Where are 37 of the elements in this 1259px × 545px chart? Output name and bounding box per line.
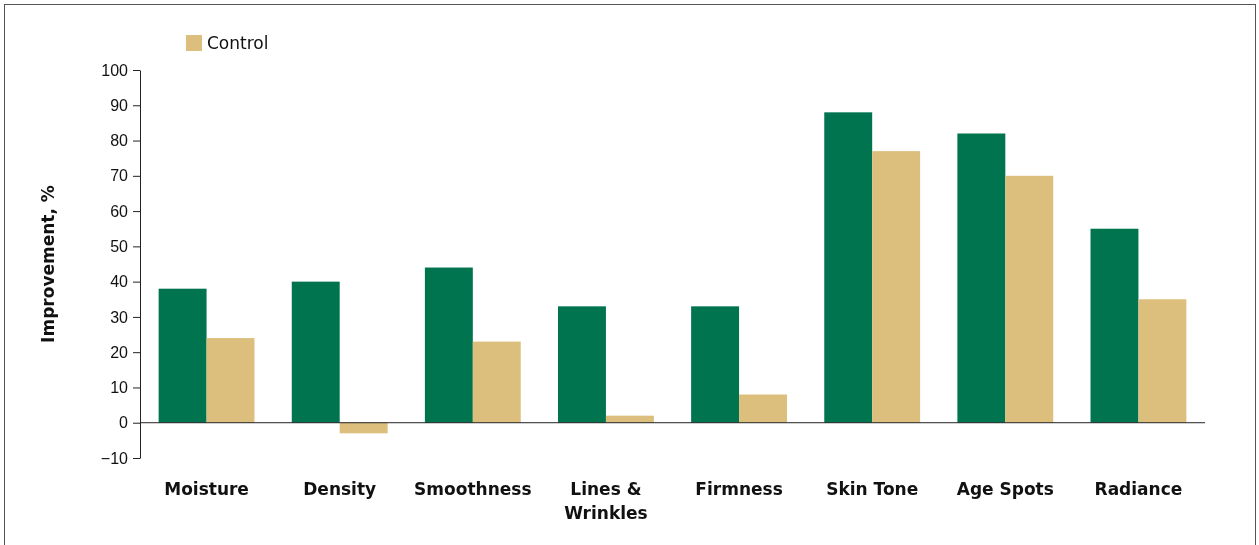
y-tick-label: 100 — [101, 61, 129, 79]
y-axis-title: Improvement, % — [38, 185, 58, 343]
bar — [472, 341, 521, 423]
bar — [691, 306, 740, 423]
bar — [339, 422, 388, 434]
y-tick-label: 0 — [119, 414, 129, 432]
bar — [1090, 228, 1139, 423]
bar — [291, 281, 340, 423]
x-tick-label: Moisture — [164, 479, 249, 499]
x-tick-label: Skin Tone — [826, 479, 919, 499]
y-tick-label: 90 — [110, 96, 129, 114]
bar — [739, 394, 787, 423]
x-tick-label: Age Spots — [956, 479, 1054, 499]
bar — [424, 267, 473, 423]
y-tick-label: 60 — [110, 202, 129, 220]
bar — [1005, 175, 1054, 423]
x-tick-label: Smoothness — [414, 479, 532, 499]
bar — [1138, 299, 1187, 423]
y-tick-label: 10 — [110, 379, 129, 397]
bar — [957, 133, 1006, 423]
y-tick-label: 30 — [110, 308, 129, 326]
bar — [872, 151, 921, 423]
x-tick-label: Radiance — [1094, 479, 1183, 499]
y-tick-label: 20 — [110, 343, 129, 361]
y-tick-label: 40 — [110, 273, 129, 291]
bar — [824, 112, 873, 423]
bar — [558, 306, 606, 423]
x-tick-label: Lines & Wrinkles — [564, 479, 648, 523]
y-tick-label: −10 — [100, 449, 129, 467]
bar — [206, 338, 255, 423]
y-tick-label: 70 — [110, 167, 129, 185]
x-tick-label: Density — [303, 479, 377, 499]
bar — [158, 288, 207, 423]
y-tick-label: 50 — [110, 237, 129, 255]
legend-label: Control — [207, 33, 269, 53]
x-tick-label: Firmness — [695, 479, 783, 499]
y-tick-label: 80 — [110, 132, 129, 150]
